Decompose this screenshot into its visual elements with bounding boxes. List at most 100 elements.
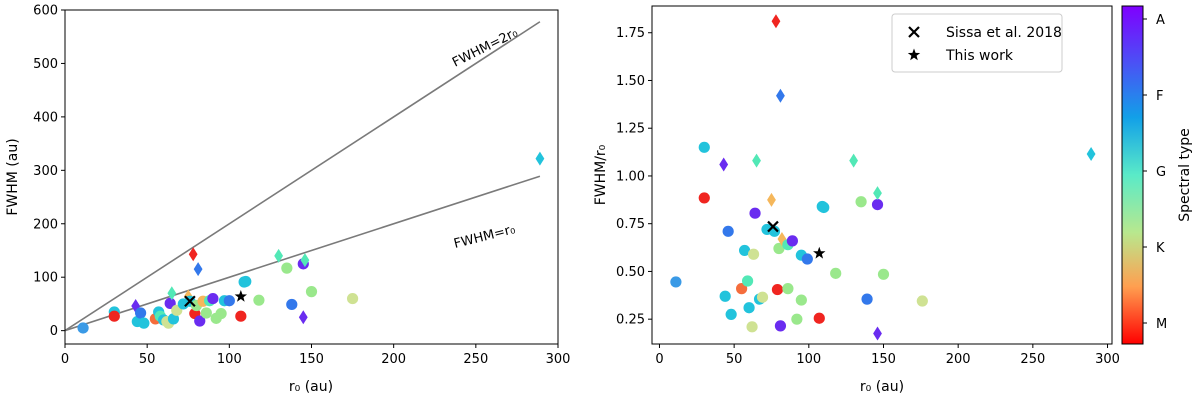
data-point-circle	[756, 291, 769, 303]
colorbar-gradient	[1121, 5, 1144, 345]
data-point-circle	[200, 307, 212, 319]
legend-label-this-work: This work	[945, 48, 1014, 64]
data-point-diamond	[274, 248, 284, 263]
data-point-diamond	[849, 153, 859, 168]
data-point-diamond	[752, 153, 761, 168]
data-point-circle	[722, 225, 734, 237]
y-tick-label: 0.25	[616, 313, 645, 328]
legend-label-sissa: Sissa et al. 2018	[946, 25, 1062, 41]
reference-line-2r0	[65, 21, 541, 332]
colorbar-tick-label: M	[1156, 317, 1167, 332]
data-point-circle	[719, 290, 731, 302]
data-point-diamond	[300, 253, 310, 268]
data-point-circle	[281, 262, 293, 274]
x-tick-label: 50	[726, 352, 743, 367]
data-point-circle	[670, 276, 682, 288]
x-tick-label: 50	[139, 352, 156, 367]
data-points	[77, 151, 545, 334]
data-point-circle	[801, 253, 813, 265]
data-point-circle	[830, 267, 842, 279]
data-point-diamond	[767, 192, 776, 207]
legend-x-marker	[908, 26, 920, 38]
data-point-circle	[813, 312, 825, 324]
colorbar-tick-label: K	[1156, 241, 1165, 256]
y-tick-label: 1.50	[616, 74, 645, 89]
data-point-diamond	[1086, 146, 1096, 161]
y-tick-label: 300	[33, 164, 58, 179]
data-point-circle	[861, 293, 873, 305]
y-tick-label: 200	[33, 217, 58, 232]
y-axis-label: FWHM/r₀	[593, 144, 609, 205]
legend: Sissa et al. 2018 This work	[891, 13, 1063, 73]
data-point-circle	[786, 235, 798, 247]
data-point-circle	[215, 307, 227, 320]
reference-lines	[65, 21, 541, 332]
data-point-circle	[223, 295, 235, 307]
line-label-r0: FWHM=r₀	[452, 222, 517, 252]
x-axis: 0 50 100 150 200 250 300	[655, 344, 1120, 367]
y-tick-label: 400	[33, 110, 58, 125]
colorbar-label: Spectral type	[1177, 128, 1193, 222]
legend-box	[891, 13, 1063, 73]
y-tick-label: 100	[33, 271, 58, 286]
data-point-circle	[774, 320, 787, 332]
y-tick-label: 1.00	[616, 169, 645, 184]
data-point-circle	[305, 286, 318, 298]
line-label-2r0: FWHM=2r₀	[450, 25, 520, 70]
data-point-circle	[782, 283, 794, 295]
data-point-circle	[736, 283, 748, 295]
data-point-circle	[773, 242, 785, 255]
data-point-circle	[746, 321, 758, 333]
data-point-diamond	[298, 310, 308, 325]
data-point-circle	[916, 295, 928, 307]
x-tick-label: 250	[463, 352, 488, 367]
x-tick-label: 0	[61, 352, 69, 367]
x-axis-label: r₀ (au)	[289, 379, 333, 395]
y-tick-label: 0	[50, 324, 58, 339]
data-point-diamond	[535, 151, 545, 166]
y-tick-label: 1.25	[616, 122, 645, 137]
x-tick-label: 300	[546, 352, 571, 367]
x-axis-label: r₀ (au)	[860, 379, 904, 395]
x-tick-label: 100	[217, 352, 242, 367]
reference-line-r0	[65, 175, 541, 332]
data-point-circle	[725, 308, 737, 321]
data-point-circle	[871, 198, 884, 211]
data-point-circle	[253, 294, 265, 306]
data-point-circle	[240, 275, 252, 288]
data-point-circle	[134, 307, 147, 319]
data-point-circle	[286, 298, 298, 311]
data-point-circle	[747, 248, 760, 260]
data-point-diamond	[188, 247, 198, 262]
data-point-diamond	[873, 186, 882, 201]
data-point-circle	[108, 310, 120, 322]
data-point-circle	[738, 244, 751, 257]
data-point-diamond	[777, 231, 787, 246]
data-point-circle	[743, 302, 755, 314]
data-point-circle	[138, 317, 150, 329]
x-tick-label: 250	[1020, 352, 1045, 367]
colorbar-tick-label: A	[1156, 13, 1165, 28]
y-tick-label: 0.50	[616, 265, 645, 280]
this-work-marker	[234, 289, 248, 302]
colorbar: A F G K M Spectral type	[1121, 5, 1193, 345]
x-tick-label: 200	[381, 352, 406, 367]
this-work-marker	[813, 246, 826, 259]
data-point-circle	[164, 297, 176, 309]
data-point-circle	[855, 196, 867, 208]
y-tick-label: 0.75	[616, 217, 645, 232]
y-axis: 0.25 0.50 0.75 1.00 1.25 1.50 1.75	[616, 26, 652, 328]
panel-right: 0 50 100 150 200 250 300 0.25 0.50 0.75 1.00 1.25 1…	[593, 5, 1120, 395]
y-tick-label: 500	[33, 57, 58, 72]
x-tick-label: 0	[655, 352, 663, 367]
data-point-circle	[749, 207, 761, 219]
data-points	[670, 14, 1096, 341]
highlighted-points	[767, 220, 826, 259]
sissa-2018-marker	[184, 295, 196, 308]
data-point-diamond	[776, 88, 785, 103]
data-point-circle	[741, 275, 754, 287]
x-tick-label: 150	[299, 352, 324, 367]
data-point-circle	[194, 315, 206, 327]
data-point-circle	[167, 313, 180, 325]
data-point-circle	[818, 201, 830, 214]
